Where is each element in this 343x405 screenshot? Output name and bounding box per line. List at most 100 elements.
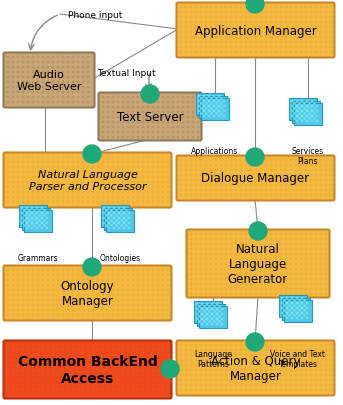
Circle shape [240,294,242,295]
Circle shape [198,101,200,102]
Circle shape [152,102,154,104]
Circle shape [122,157,124,158]
Circle shape [147,197,149,198]
Circle shape [240,170,242,171]
Circle shape [36,218,38,219]
Circle shape [180,52,182,54]
Circle shape [52,309,54,311]
Circle shape [147,284,149,286]
Circle shape [102,294,104,296]
Circle shape [77,309,79,311]
Circle shape [42,87,44,89]
Circle shape [127,354,129,356]
Circle shape [112,279,114,281]
Circle shape [62,394,64,396]
Circle shape [67,294,69,296]
Circle shape [225,354,227,356]
Circle shape [162,97,164,98]
Circle shape [147,187,149,188]
Circle shape [167,309,169,311]
Circle shape [250,180,252,181]
Circle shape [220,160,222,162]
FancyBboxPatch shape [22,208,49,230]
Circle shape [92,275,94,276]
Circle shape [190,185,192,186]
Circle shape [210,234,212,235]
Circle shape [320,379,322,381]
Circle shape [197,137,199,139]
Circle shape [17,389,19,391]
Circle shape [57,270,59,271]
Circle shape [280,175,282,176]
Circle shape [198,111,200,113]
Circle shape [250,273,252,275]
Circle shape [230,258,232,260]
Circle shape [290,27,292,29]
Circle shape [305,364,307,366]
Circle shape [17,299,19,301]
Circle shape [29,220,30,222]
Circle shape [132,157,134,158]
Circle shape [255,243,257,245]
Circle shape [315,350,317,351]
Circle shape [77,167,79,168]
Circle shape [147,344,149,346]
Circle shape [47,354,49,356]
Circle shape [316,116,318,117]
Circle shape [255,389,257,391]
Circle shape [57,202,59,203]
Circle shape [157,364,159,366]
Circle shape [281,298,283,299]
Circle shape [250,369,252,371]
Circle shape [295,17,297,19]
Circle shape [285,234,287,235]
Circle shape [62,290,64,291]
Circle shape [42,369,44,371]
Circle shape [157,344,159,346]
Circle shape [17,270,19,271]
Circle shape [275,264,277,265]
Circle shape [300,379,302,381]
Circle shape [296,303,298,304]
FancyBboxPatch shape [3,153,172,208]
Circle shape [7,202,9,203]
Circle shape [185,364,187,366]
Circle shape [117,275,119,276]
Circle shape [117,384,119,386]
Circle shape [57,290,59,291]
Circle shape [77,177,79,178]
Circle shape [17,182,19,183]
Circle shape [132,374,134,376]
Circle shape [27,162,29,163]
Circle shape [275,249,277,250]
Circle shape [311,111,313,113]
Circle shape [306,111,308,113]
Circle shape [117,122,119,124]
Circle shape [47,172,49,173]
Circle shape [301,303,303,304]
Circle shape [325,359,327,361]
Circle shape [167,197,169,198]
Circle shape [147,389,149,391]
Circle shape [310,7,312,9]
Circle shape [185,384,187,386]
Circle shape [180,369,182,371]
Circle shape [200,374,202,376]
Circle shape [52,364,54,366]
Circle shape [190,273,192,275]
Circle shape [82,62,84,64]
Circle shape [77,62,79,64]
Circle shape [306,111,308,113]
Circle shape [132,127,134,128]
Circle shape [180,175,182,176]
Circle shape [117,270,119,271]
Circle shape [300,264,302,265]
Circle shape [137,379,139,381]
Circle shape [157,350,159,351]
Circle shape [225,384,227,386]
Circle shape [315,249,317,250]
Circle shape [240,27,242,29]
Circle shape [87,182,89,183]
Circle shape [72,67,74,68]
Circle shape [325,27,327,29]
